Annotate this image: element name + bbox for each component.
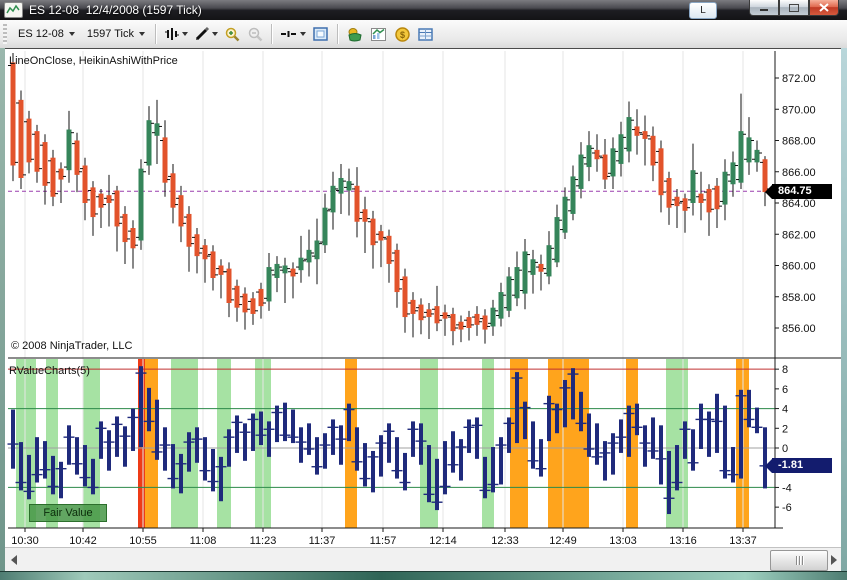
maximize-icon [789, 3, 799, 12]
chart-trader-icon [348, 27, 362, 41]
window-border-left [0, 48, 5, 571]
interval-dropdown[interactable]: 1597 Tick [81, 23, 151, 45]
svg-text:$: $ [400, 30, 405, 40]
zoom-window-icon [313, 26, 328, 41]
svg-text:-4: -4 [782, 482, 792, 494]
svg-text:12:14: 12:14 [429, 535, 457, 547]
toolbar-grip[interactable] [3, 24, 7, 44]
toolbar-separator [154, 24, 157, 44]
account-coin-icon: $ [395, 26, 410, 42]
new-chart-button[interactable] [367, 23, 391, 45]
scroll-left-arrow-icon[interactable] [11, 555, 17, 565]
titlebar[interactable]: ES 12-08 12/4/2008 (1597 Tick) L [0, 0, 847, 20]
chevron-down-icon [68, 32, 75, 36]
data-grid-button[interactable] [414, 23, 438, 45]
candlesticks [8, 53, 770, 346]
axes: 872.00 870.00 868.00 866.00 864.00 862.00 860.… [8, 51, 841, 547]
svg-text:11:37: 11:37 [309, 535, 336, 547]
svg-text:858.00: 858.00 [782, 292, 816, 304]
close-button[interactable] [809, 0, 839, 16]
price-panel-label: LineOnClose, HeikinAshiWithPrice [9, 55, 178, 67]
svg-text:13:16: 13:16 [669, 535, 697, 547]
chart-style-icon [164, 28, 179, 40]
chart-trader-button[interactable] [343, 23, 367, 45]
window-title: ES 12-08 12/4/2008 (1597 Tick) [29, 3, 202, 17]
svg-text:13:03: 13:03 [609, 535, 637, 547]
instrument-label: ES 12-08 [18, 28, 64, 40]
zoom-in-icon [225, 27, 240, 41]
thumb-grip-icon [798, 556, 800, 565]
zoom-out-button[interactable] [244, 23, 267, 45]
last-price-badge: 864.75 [765, 184, 832, 199]
svg-text:-6: -6 [782, 502, 792, 514]
minimize-button[interactable] [749, 0, 779, 16]
crosshair-button[interactable] [277, 23, 309, 45]
interval-label: 1597 Tick [86, 28, 134, 40]
indicator-panel-label: RValueCharts(5) [9, 365, 90, 377]
link-button[interactable]: L [689, 2, 717, 19]
thumb-grip-icon [801, 556, 803, 565]
zoom-in-button[interactable] [221, 23, 244, 45]
last-indicator-value: -1.81 [772, 458, 832, 473]
reference-lines [8, 190, 775, 488]
chevron-down-icon [138, 32, 145, 36]
svg-text:868.00: 868.00 [782, 136, 816, 148]
svg-text:11:57: 11:57 [370, 535, 397, 547]
svg-text:2: 2 [782, 423, 788, 435]
chevron-down-icon [211, 32, 218, 36]
badge-arrow [765, 458, 772, 473]
svg-text:10:55: 10:55 [129, 535, 157, 547]
zoom-out-icon [248, 27, 263, 41]
last-indicator-badge: -1.81 [765, 458, 832, 473]
indicator-bars [7, 366, 771, 515]
svg-text:8: 8 [782, 364, 788, 376]
chevron-down-icon [181, 32, 188, 36]
chart-app-icon [4, 2, 23, 18]
chart-style-button[interactable] [161, 23, 191, 45]
chart-area[interactable]: 872.00 870.00 868.00 866.00 864.00 862.00 860.… [5, 48, 841, 548]
zoom-window-button[interactable] [309, 23, 333, 45]
svg-text:11:08: 11:08 [190, 535, 217, 547]
new-chart-icon [370, 27, 386, 41]
chart-canvas[interactable]: 872.00 870.00 868.00 866.00 864.00 862.00 860.… [5, 49, 841, 548]
svg-text:12:33: 12:33 [491, 535, 519, 547]
svg-text:872.00: 872.00 [782, 73, 816, 85]
horizontal-scrollbar[interactable] [5, 547, 841, 572]
data-grid-icon [418, 27, 433, 41]
drawing-tools-icon [195, 26, 210, 41]
svg-text:866.00: 866.00 [782, 167, 816, 179]
svg-text:0: 0 [782, 443, 788, 455]
svg-text:13:37: 13:37 [729, 535, 757, 547]
svg-text:6: 6 [782, 384, 788, 396]
instrument-dropdown[interactable]: ES 12-08 [12, 23, 81, 45]
scrollbar-thumb[interactable] [770, 550, 828, 571]
badge-arrow [765, 184, 772, 199]
last-price-value: 864.75 [772, 184, 832, 199]
svg-text:10:30: 10:30 [11, 535, 39, 547]
svg-text:12:49: 12:49 [549, 535, 577, 547]
window-border-right [841, 48, 847, 571]
toolbar-separator [270, 24, 273, 44]
crosshair-icon [280, 31, 296, 37]
fair-value-label: Fair Value [29, 504, 107, 522]
svg-text:4: 4 [782, 404, 788, 416]
thumb-grip-icon [795, 556, 797, 565]
copyright-text: © 2008 NinjaTrader, LLC [11, 340, 133, 352]
window-border-bottom [0, 571, 847, 580]
toolbar: ES 12-08 1597 Tick [0, 20, 847, 49]
maximize-button[interactable] [779, 0, 809, 16]
svg-text:856.00: 856.00 [782, 323, 816, 335]
chevron-down-icon [299, 32, 306, 36]
svg-text:864.00: 864.00 [782, 198, 816, 210]
svg-text:10:42: 10:42 [69, 535, 97, 547]
account-button[interactable]: $ [391, 23, 414, 45]
svg-text:870.00: 870.00 [782, 104, 816, 116]
svg-text:862.00: 862.00 [782, 229, 816, 241]
svg-text:11:23: 11:23 [250, 535, 277, 547]
svg-text:860.00: 860.00 [782, 261, 816, 273]
toolbar-separator [336, 24, 339, 44]
scroll-right-arrow-icon[interactable] [831, 555, 837, 565]
drawing-tools-button[interactable] [191, 23, 221, 45]
